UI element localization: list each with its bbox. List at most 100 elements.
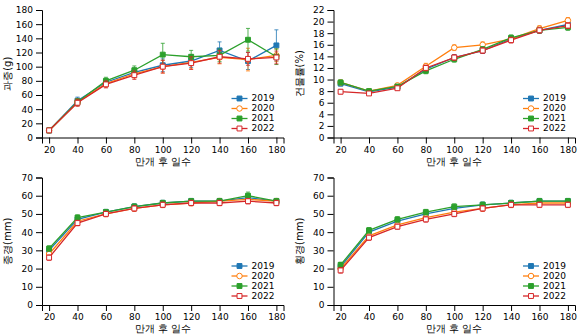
error-bar [481,206,485,211]
x-tick: 180 [560,305,577,322]
x-tick: 120 [183,305,200,322]
x-tick-label: 40 [72,145,84,155]
y-tick-label: 6 [319,98,325,108]
x-tick-label: 40 [72,312,84,322]
y-tick-mark [36,10,42,11]
series [338,23,570,96]
point [132,73,137,78]
legend-label: 2021 [543,113,566,123]
point [423,66,428,71]
legend-swatch-marker [237,126,242,131]
point [217,55,223,61]
point [338,89,343,94]
x-tick-mark [106,305,107,311]
point [160,202,166,208]
x-tick: 140 [503,138,520,155]
error-bar [339,80,343,85]
error-bar [395,224,399,229]
error-bar [452,45,456,51]
y-tick: 18 [313,29,333,39]
y-axis: 010203040506070 [313,173,334,311]
y-tick-mark [328,214,334,215]
y-tick-label: 40 [313,228,325,238]
y-tick: 20 [22,264,42,274]
series [46,197,279,257]
point [338,80,344,86]
error-bar [104,211,108,216]
error-bar [76,99,80,106]
x-tick: 160 [240,305,257,322]
panel: 2040608010012014016018002040608010012014… [2,5,286,166]
error-bar [424,217,428,222]
point [47,128,52,133]
x-tick-label: 160 [240,145,257,155]
x-tick: 140 [211,138,228,155]
x-axis-line [334,306,576,312]
error-bar [509,37,513,43]
y-tick: 10 [22,282,42,292]
y-tick-mark [328,103,334,104]
y-tick-mark [36,250,42,251]
legend-swatch-marker [237,116,242,121]
x-tick-mark [369,138,370,144]
y-tick-label: 8 [319,87,325,97]
error-bar [246,53,250,66]
y-tick: 50 [313,209,333,219]
x-tick-label: 100 [155,312,172,322]
error-bar [452,55,456,61]
y-tick-mark [328,91,334,92]
error-bar [339,262,343,267]
y-tick-label: 70 [22,173,34,183]
point [395,217,400,222]
x-tick-mark [483,138,484,144]
error-bar [246,48,250,71]
x-tick: 60 [392,305,404,322]
y-tick-mark [328,45,334,46]
y-tick-label: 18 [313,29,325,39]
error-bar [189,200,193,205]
point [452,211,457,216]
x-tick: 140 [503,305,520,322]
x-tick: 120 [475,305,492,322]
x-axis: 20406080100120140160180 [334,138,577,155]
y-tick: 2 [319,121,334,131]
legend-item: 2020 [523,103,566,113]
legend: 2019202020212022 [232,261,275,301]
point [75,100,80,105]
y-tick-mark [36,24,42,25]
y-tick: 30 [313,246,333,256]
y-tick: 30 [22,246,42,256]
x-tick-label: 180 [268,145,285,155]
x-tick-mark [426,305,427,311]
x-tick-label: 60 [101,145,113,155]
error-bar [509,202,513,207]
x-tick-mark [78,305,79,311]
series [338,198,570,269]
y-tick-mark [36,305,42,306]
y-tick-label: 30 [313,246,325,256]
error-bar [367,235,371,240]
error-bar [424,209,428,214]
y-axis-title: 종경(mm) [2,218,13,265]
y-tick: 10 [313,282,333,292]
x-tick-label: 180 [560,312,577,322]
error-bar [76,99,80,106]
point [47,255,52,260]
point [452,204,457,209]
x-tick: 180 [268,305,285,322]
y-axis: 020406080100120140160180 [16,5,43,143]
x-tick-mark [369,305,370,311]
y-tick-mark [328,287,334,288]
y-tick: 50 [22,209,42,219]
point [246,37,251,42]
x-tick-mark [163,138,164,144]
y-tick: 12 [313,63,333,73]
x-tick: 120 [183,138,200,155]
legend-swatch-marker [237,273,243,279]
x-tick: 80 [421,305,433,322]
y-tick-mark [36,196,42,197]
error-bar [161,60,165,73]
error-bar [509,202,513,207]
x-axis-title: 만개 후 일수 [135,323,191,334]
legend-label: 2019 [252,261,275,271]
